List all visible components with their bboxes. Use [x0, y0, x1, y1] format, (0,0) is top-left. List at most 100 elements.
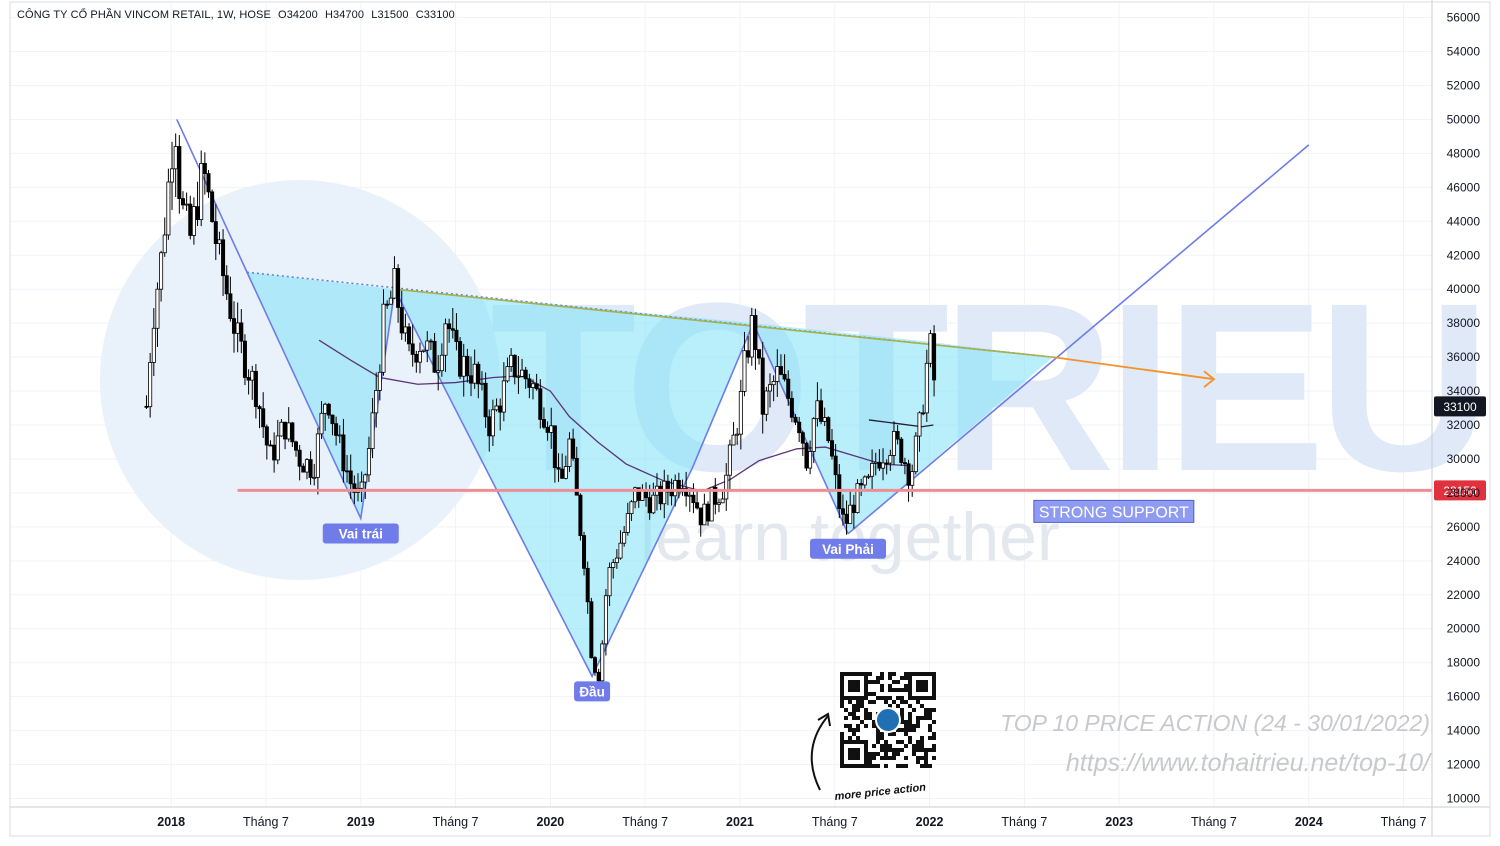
candle-body	[826, 417, 831, 442]
candle-body	[195, 206, 200, 220]
candle-body	[301, 465, 306, 473]
candle-body	[556, 467, 561, 470]
y-tick-label: 30000	[1447, 452, 1481, 466]
y-tick-label: 12000	[1447, 758, 1481, 772]
pattern-zigzag	[176, 119, 849, 679]
candle-body	[330, 414, 335, 425]
candle-body	[702, 503, 707, 526]
candle-body	[567, 438, 572, 467]
qr-module	[932, 720, 936, 724]
candle-body	[607, 567, 612, 597]
left-shoulder-fill	[247, 272, 395, 519]
candle-body	[498, 405, 503, 413]
qr-module	[904, 676, 908, 680]
candle-body	[924, 362, 929, 414]
candle-body	[359, 481, 364, 489]
neckline	[394, 288, 1053, 358]
qr-module	[864, 712, 868, 716]
qr-module	[876, 696, 880, 700]
y-tick-label: 18000	[1447, 656, 1481, 670]
qr-module	[868, 764, 872, 768]
qr-module	[872, 764, 876, 768]
candle-body	[144, 405, 149, 408]
qr-module	[900, 708, 904, 712]
qr-module	[916, 756, 920, 760]
candle-body	[840, 508, 845, 515]
y-tick-label: 10000	[1447, 792, 1481, 806]
qr-module	[852, 732, 856, 736]
qr-module	[876, 740, 880, 744]
candle-body	[647, 497, 652, 514]
qr-center-logo	[875, 707, 901, 733]
qr-module	[880, 688, 884, 692]
qr-module	[896, 752, 900, 756]
candle-body	[239, 322, 244, 342]
candle-body	[159, 252, 164, 290]
qr-module	[884, 696, 888, 700]
candle-body	[603, 595, 608, 645]
overlays: Vai trái Đầu Vai Phải STRONG SUPPORT 33100 28…	[237, 356, 1486, 702]
promo-arrow-icon	[810, 715, 829, 791]
candle-body	[618, 542, 623, 559]
candle-body	[458, 341, 463, 377]
candle-body	[611, 562, 616, 568]
qr-module	[920, 764, 924, 768]
candle-body	[428, 340, 433, 343]
x-tick-label: 2020	[536, 815, 564, 829]
candle-body	[545, 426, 550, 433]
qr-module	[928, 716, 932, 720]
qr-module	[892, 688, 896, 692]
candle-body	[665, 480, 670, 493]
qr-module	[928, 708, 932, 712]
candle-body	[520, 369, 525, 377]
qr-module	[848, 736, 852, 740]
promo-title: TOP 10 PRICE ACTION (24 - 30/01/2022)	[1000, 710, 1430, 736]
y-tick-label: 22000	[1447, 588, 1481, 602]
candle-body	[716, 502, 721, 505]
candle-body	[870, 463, 875, 477]
candle-body	[250, 370, 255, 381]
chart-header: CÔNG TY CỔ PHẦN VINCOM RETAIL, 1W, HOSE …	[17, 9, 459, 21]
qr-module	[904, 720, 908, 724]
y-tick-label: 36000	[1447, 350, 1481, 364]
qr-module	[900, 696, 904, 700]
qr-module	[840, 736, 844, 740]
qr-module	[880, 696, 884, 700]
candle-body	[366, 448, 371, 476]
candle-body	[917, 412, 922, 437]
candle-body	[833, 455, 838, 476]
promo: more price action TOP 10 PRICE ACTION (24…	[810, 672, 1433, 803]
qr-module	[884, 700, 888, 704]
y-tick-label: 16000	[1447, 690, 1481, 704]
candle-body	[775, 366, 780, 382]
candle-body	[476, 363, 481, 385]
qr-module	[856, 724, 860, 728]
qr-module	[892, 748, 896, 752]
y-tick-label: 50000	[1447, 112, 1481, 126]
qr-module	[924, 708, 928, 712]
candle-body	[396, 268, 401, 308]
chart-frame	[9, 1, 1491, 837]
qr-module	[912, 724, 916, 728]
qr-module	[892, 700, 896, 704]
candle-body	[421, 349, 426, 352]
candle-body	[928, 333, 933, 364]
candle-body	[224, 275, 229, 295]
close-value: C33100	[415, 9, 455, 21]
candle-body	[447, 323, 452, 330]
candle-body	[180, 198, 185, 206]
qr-module	[908, 704, 912, 708]
qr-module	[888, 684, 892, 688]
candle-body	[560, 468, 565, 479]
candle-body	[563, 466, 568, 479]
y-tick-label: 34000	[1447, 384, 1481, 398]
qr-module	[880, 756, 884, 760]
y-tick-label: 40000	[1447, 282, 1481, 296]
rising-trend-line	[847, 144, 1310, 535]
candle-body	[148, 362, 153, 408]
candle-body	[177, 146, 182, 199]
candle-body	[724, 474, 729, 500]
qr-module	[896, 704, 900, 708]
candle-body	[348, 470, 353, 485]
